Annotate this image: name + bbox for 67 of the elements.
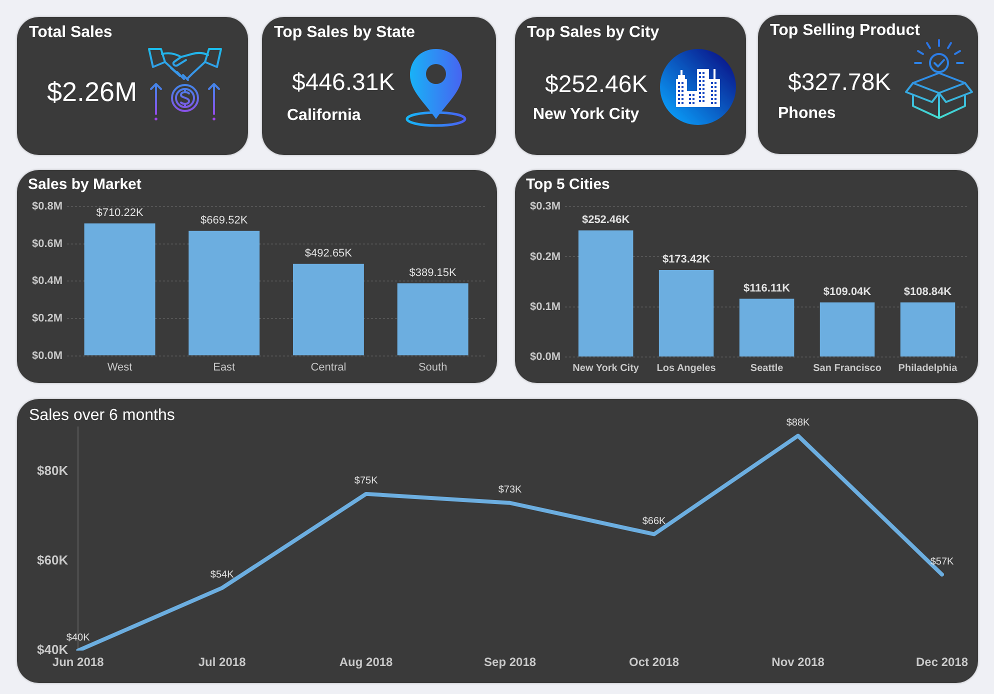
- x-tick-label: Philadelphia: [898, 362, 958, 374]
- data-label: $73K: [498, 484, 522, 496]
- text: Top Sales by State: [274, 24, 416, 42]
- chart-title: Sales by Market: [28, 176, 142, 193]
- data-label: $75K: [354, 476, 378, 487]
- bar: [739, 298, 794, 356]
- y-tick-label: $80K: [37, 463, 69, 478]
- y-tick-label: $0.4M: [32, 275, 63, 288]
- bar: [820, 302, 875, 356]
- data-label: $173.42K: [662, 254, 710, 266]
- data-label: $669.52K: [200, 214, 248, 226]
- x-tick-label: South: [418, 361, 448, 374]
- text: $252.46K: [545, 71, 648, 98]
- y-tick-label: $0.0M: [530, 351, 561, 364]
- y-tick-label: $40K: [37, 642, 69, 658]
- x-tick-label: West: [107, 361, 132, 374]
- x-tick-label: San Francisco: [813, 362, 882, 374]
- x-tick-label: Central: [310, 361, 346, 374]
- x-tick-label: Sep 2018: [484, 655, 536, 670]
- x-tick-label: Jun 2018: [52, 655, 104, 670]
- data-label: $492.65K: [304, 247, 353, 260]
- data-label: $108.84K: [904, 286, 952, 298]
- y-tick-label: $0.6M: [32, 238, 63, 250]
- y-tick-label: $0.8M: [32, 200, 63, 213]
- data-label: $88K: [786, 418, 810, 428]
- x-tick-label: New York City: [572, 362, 640, 374]
- bar: [578, 230, 634, 356]
- text: Phones: [778, 105, 836, 123]
- data-label: $252.46K: [582, 214, 630, 226]
- bar: [188, 230, 260, 356]
- data-label: $57K: [930, 556, 954, 568]
- x-tick-label: Los Angeles: [656, 362, 716, 374]
- y-tick-label: $0.3M: [530, 200, 561, 213]
- data-label: $40K: [66, 632, 90, 644]
- y-tick-label: $0.2M: [530, 250, 561, 263]
- y-tick-label: $0.1M: [530, 300, 561, 313]
- bar: [84, 223, 156, 356]
- data-label: $389.15K: [409, 266, 458, 279]
- y-tick-label: $60K: [37, 552, 69, 568]
- text: $2.26M: [47, 77, 138, 108]
- text: Top Selling Product: [770, 22, 920, 40]
- x-tick-label: Aug 2018: [339, 655, 394, 670]
- data-label: $54K: [210, 570, 234, 581]
- x-tick-label: Oct 2018: [629, 655, 680, 670]
- bar: [397, 283, 468, 356]
- bar: [900, 302, 956, 356]
- text: California: [287, 107, 361, 125]
- x-tick-label: Nov 2018: [772, 655, 825, 670]
- chart-title: Sales over 6 months: [29, 407, 175, 425]
- y-tick-label: $0.2M: [32, 312, 63, 325]
- bar: [292, 264, 364, 356]
- text: $446.31K: [292, 69, 395, 96]
- x-tick-label: Seattle: [750, 362, 784, 374]
- data-label: $66K: [642, 516, 666, 527]
- data-label: $710.22K: [96, 206, 144, 219]
- data-label: $116.11K: [744, 282, 790, 294]
- text: Total Sales: [29, 24, 112, 42]
- text: New York City: [533, 106, 640, 124]
- text: Top Sales by City: [527, 24, 660, 42]
- x-tick-label: Dec 2018: [916, 655, 968, 670]
- x-tick-label: East: [213, 361, 236, 374]
- x-tick-label: Jul 2018: [198, 655, 246, 670]
- y-tick-label: $0.0M: [32, 350, 63, 362]
- data-label: $109.04K: [823, 286, 872, 298]
- text: $327.78K: [788, 69, 891, 96]
- bar: [658, 270, 714, 356]
- chart-title: Top 5 Cities: [526, 176, 610, 193]
